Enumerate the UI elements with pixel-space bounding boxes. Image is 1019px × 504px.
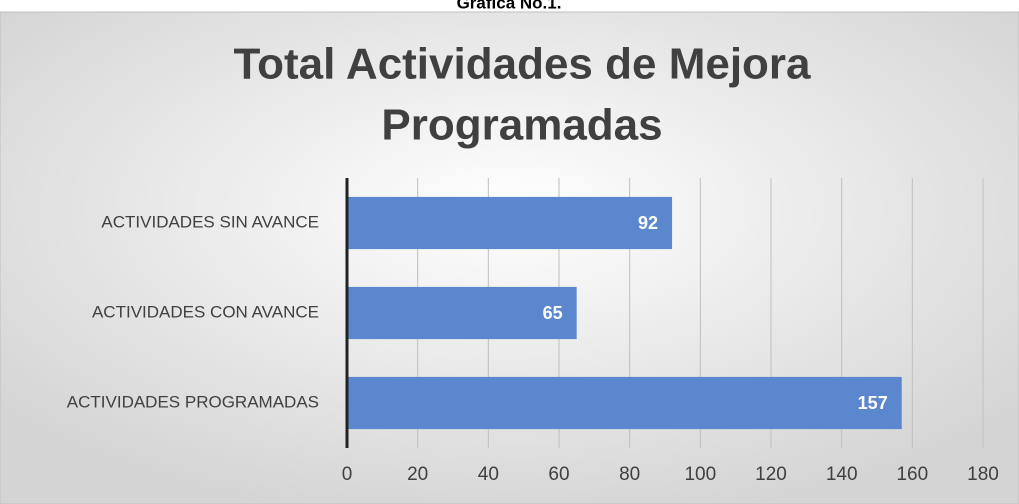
x-tick-label: 20 [407,464,428,485]
caption: Gráfica No.1. [457,0,562,12]
x-tick-label: 140 [826,464,858,485]
chart-title: Programadas [381,101,662,150]
x-tick-label: 180 [967,464,999,485]
x-tick-label: 80 [619,464,640,485]
bar [347,196,673,250]
x-tick-label: 60 [548,464,569,485]
y-tick-label: ACTIVIDADES SIN AVANCE [101,212,319,231]
data-label: 92 [638,213,658,233]
y-tick-label: ACTIVIDADES CON AVANCE [92,302,319,321]
x-tick-label: 0 [342,464,353,485]
x-tick-label: 160 [896,464,928,485]
chart-title: Total Actividades de Mejora [233,40,811,89]
bar [347,376,902,430]
y-tick-label: ACTIVIDADES PROGRAMADAS [67,392,319,411]
x-tick-label: 120 [755,464,787,485]
x-tick-label: 100 [684,464,716,485]
bar [347,286,577,340]
data-label: 65 [543,303,563,323]
data-label: 157 [858,393,888,413]
x-tick-label: 40 [478,464,499,485]
